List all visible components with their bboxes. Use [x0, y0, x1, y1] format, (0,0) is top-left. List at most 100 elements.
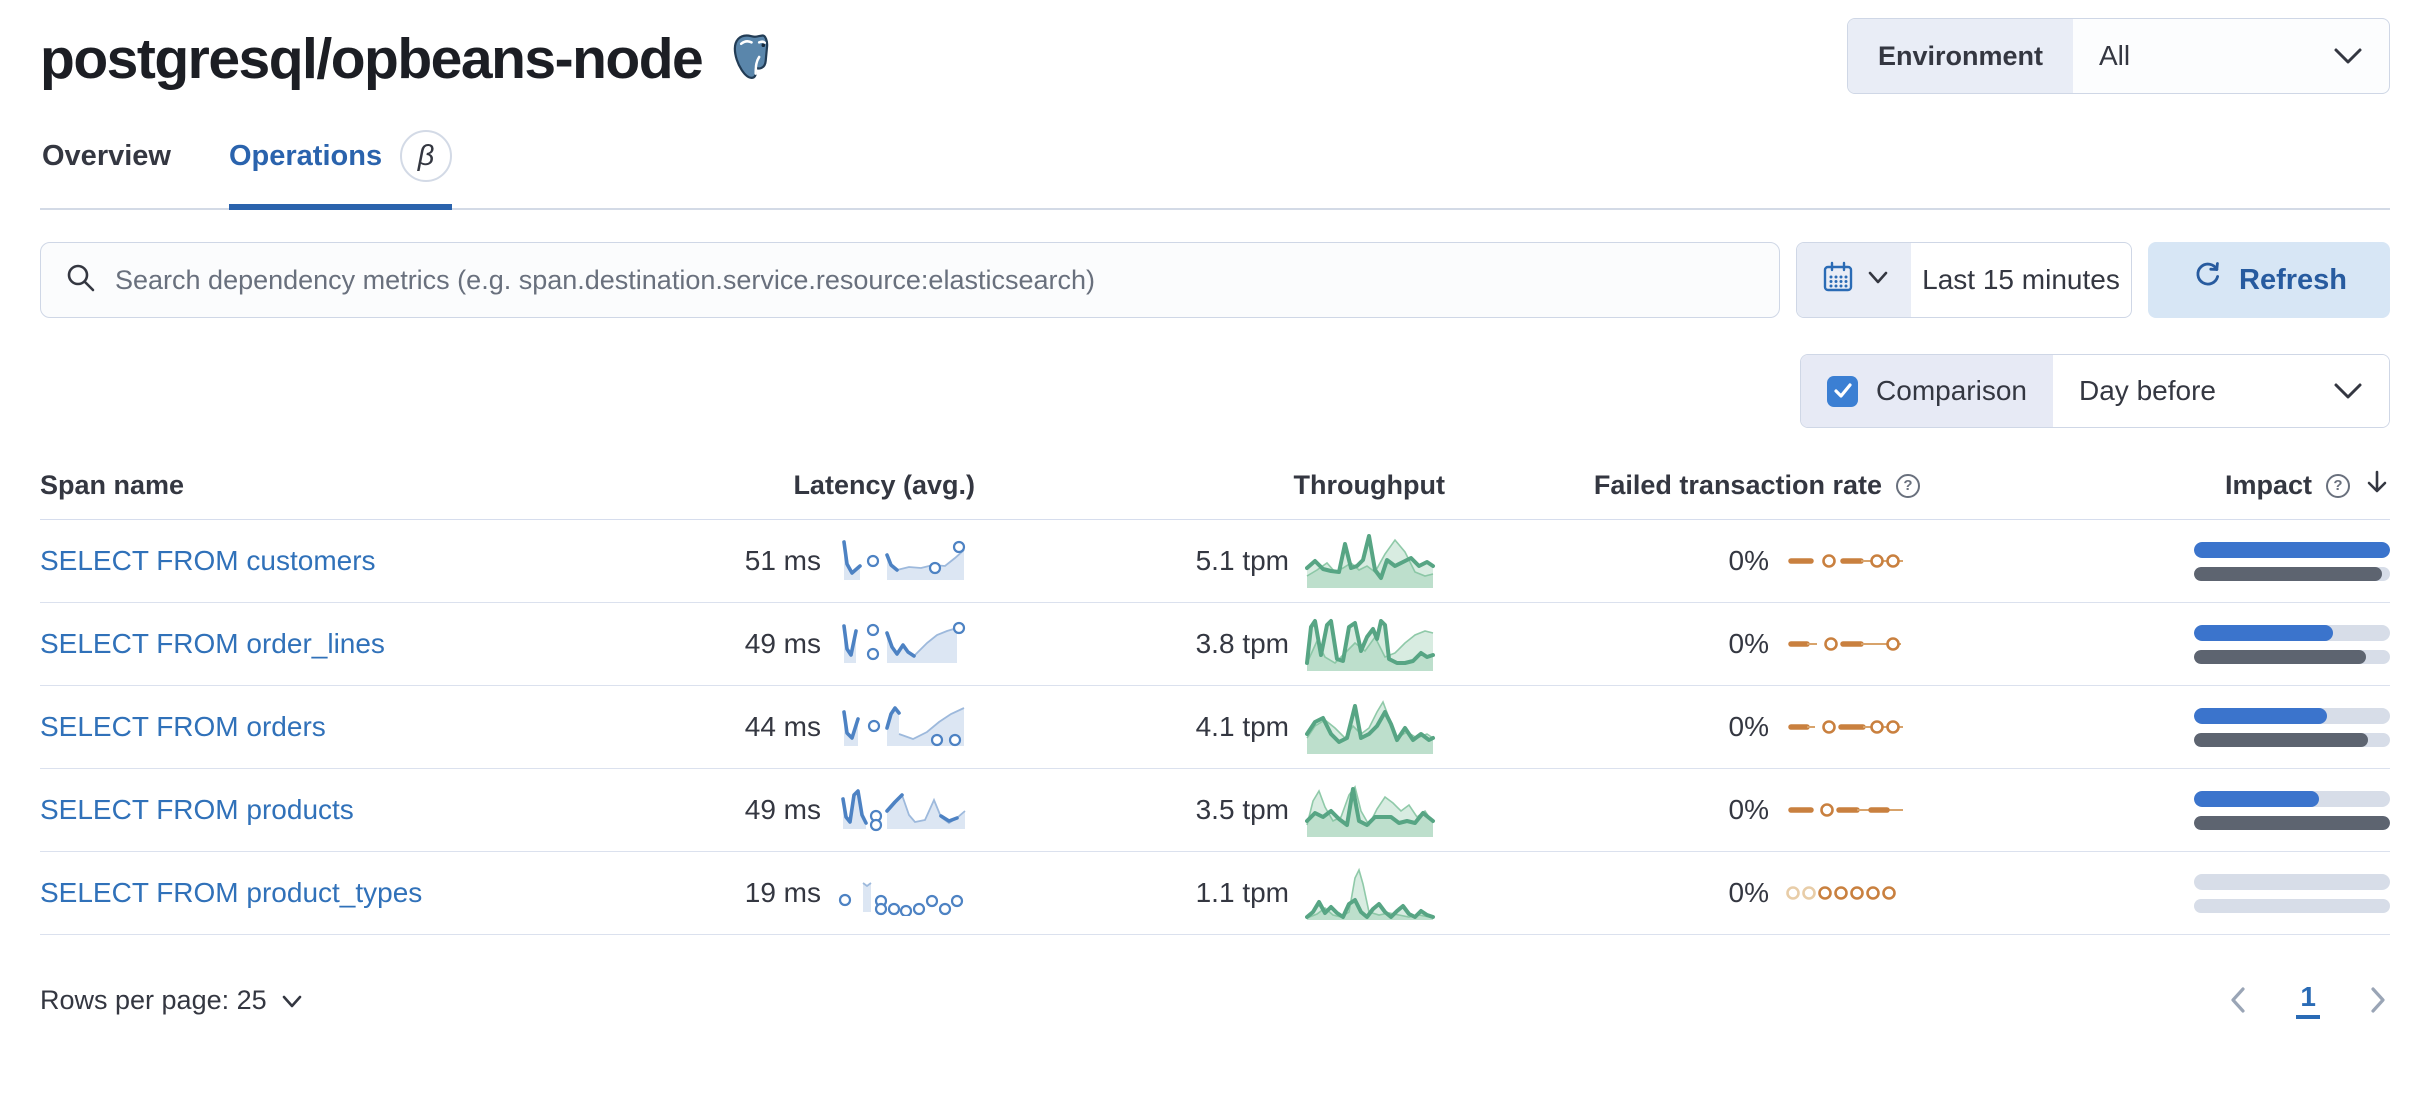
- throughput-cell: 3.5 tpm: [975, 779, 1445, 841]
- span-name-link[interactable]: SELECT FROM order_lines: [40, 628, 385, 659]
- comparison-control: Comparison Day before: [1800, 354, 2390, 428]
- column-header-impact[interactable]: Impact: [1920, 468, 2390, 503]
- impact-bar-current: [2194, 541, 2390, 558]
- latency-cell: 19 ms: [625, 870, 975, 916]
- apm-dependency-page: postgresql/opbeans-node Environment All: [0, 0, 2430, 1019]
- throughput-value: 1.1 tpm: [1195, 877, 1289, 908]
- refresh-button[interactable]: Refresh: [2148, 242, 2390, 318]
- latency-cell: 49 ms: [625, 787, 975, 833]
- impact-bar-previous-fill: [2194, 815, 2390, 830]
- impact-bar-previous: [2194, 815, 2390, 830]
- impact-bar-previous-fill: [2194, 732, 2369, 747]
- impact-bar-previous: [2194, 732, 2390, 747]
- span-name-link[interactable]: SELECT FROM customers: [40, 545, 376, 576]
- impact-bar-current: [2194, 624, 2390, 641]
- column-header-failed-rate[interactable]: Failed transaction rate: [1445, 470, 1920, 501]
- search-icon: [65, 262, 97, 299]
- impact-bar-previous: [2194, 898, 2390, 913]
- failed-rate-sparkline: [1788, 554, 1903, 568]
- throughput-value: 3.8 tpm: [1195, 628, 1289, 659]
- next-page-chevron-icon[interactable]: [2366, 985, 2390, 1015]
- latency-value: 44 ms: [744, 711, 821, 742]
- environment-value: All: [2099, 40, 2131, 71]
- comparison-select[interactable]: Day before: [2053, 355, 2389, 427]
- help-icon[interactable]: [2326, 473, 2350, 498]
- latency-value: 51 ms: [744, 545, 821, 576]
- help-icon[interactable]: [1896, 473, 1920, 498]
- failed-rate-sparkline: [1788, 803, 1903, 817]
- throughput-cell: 1.1 tpm: [975, 862, 1445, 924]
- failed-rate-cell: 0%: [1445, 877, 1920, 909]
- throughput-sparkline: [1305, 700, 1435, 754]
- latency-cell: 49 ms: [625, 621, 975, 667]
- throughput-sparkline: [1305, 534, 1435, 588]
- impact-bars: [2194, 873, 2390, 913]
- chevron-down-icon: [1868, 271, 1888, 290]
- failed-rate-sparkline: [1788, 720, 1903, 734]
- table-header: Span name Latency (avg.) Throughput Fail…: [40, 468, 2390, 520]
- failed-rate-sparkline: [1786, 886, 1896, 900]
- impact-bar-previous-fill: [2194, 649, 2367, 664]
- throughput-value: 5.1 tpm: [1195, 545, 1289, 576]
- operations-table: Span name Latency (avg.) Throughput Fail…: [40, 468, 2390, 935]
- latency-value: 19 ms: [744, 877, 821, 908]
- span-name-cell: SELECT FROM orders: [40, 711, 625, 743]
- impact-bars: [2194, 707, 2390, 747]
- latency-value: 49 ms: [744, 628, 821, 659]
- column-header-latency[interactable]: Latency (avg.): [793, 470, 975, 500]
- comparison-value: Day before: [2079, 375, 2216, 406]
- throughput-value: 4.1 tpm: [1195, 711, 1289, 742]
- impact-bar-previous-fill: [2194, 566, 2383, 581]
- latency-sparkline: [838, 882, 964, 916]
- impact-bar-previous: [2194, 649, 2390, 664]
- span-name-link[interactable]: SELECT FROM orders: [40, 711, 326, 742]
- failed-rate-value: 0%: [1728, 628, 1769, 659]
- pagination-bar: Rows per page: 25 1: [40, 981, 2390, 1019]
- table-row: SELECT FROM order_lines 49 ms 3.8 tpm 0%: [40, 603, 2390, 686]
- impact-bar-previous: [2194, 566, 2390, 581]
- environment-select[interactable]: Environment All: [1846, 18, 2390, 94]
- table-row: SELECT FROM customers 51 ms 5.1 tpm 0%: [40, 520, 2390, 603]
- search-input[interactable]: [115, 264, 1755, 296]
- impact-bar-current: [2194, 790, 2390, 807]
- page-number-button[interactable]: 1: [2296, 981, 2320, 1019]
- tab-overview[interactable]: Overview: [42, 139, 171, 172]
- failed-rate-value: 0%: [1728, 877, 1769, 908]
- tab-operations[interactable]: Operations β: [228, 130, 453, 210]
- table-body: SELECT FROM customers 51 ms 5.1 tpm 0% SELEC…: [40, 520, 2390, 935]
- span-name-link[interactable]: SELECT FROM product_types: [40, 877, 423, 908]
- environment-label: Environment: [1847, 19, 2073, 93]
- impact-cell: [1920, 873, 2390, 913]
- table-row: SELECT FROM products 49 ms 3.5 tpm 0%: [40, 769, 2390, 852]
- impact-cell: [1920, 624, 2390, 664]
- calendar-icon: [1820, 260, 1856, 301]
- page-title: postgresql/opbeans-node: [40, 27, 704, 91]
- throughput-cell: 3.8 tpm: [975, 613, 1445, 675]
- impact-cell: [1920, 790, 2390, 830]
- previous-page-chevron-icon[interactable]: [2226, 985, 2250, 1015]
- table-row: SELECT FROM orders 44 ms 4.1 tpm 0%: [40, 686, 2390, 769]
- throughput-value: 3.5 tpm: [1195, 794, 1289, 825]
- latency-sparkline: [841, 789, 966, 832]
- date-picker: Last 15 minutes: [1796, 242, 2132, 318]
- page-header: postgresql/opbeans-node Environment All: [40, 0, 2390, 94]
- failed-rate-value: 0%: [1728, 794, 1769, 825]
- rows-per-page-button[interactable]: Rows per page: 25: [40, 985, 303, 1016]
- failed-rate-value: 0%: [1728, 711, 1769, 742]
- comparison-checkbox[interactable]: [1827, 375, 1859, 407]
- impact-bar-current: [2194, 873, 2390, 890]
- span-name-link[interactable]: SELECT FROM products: [40, 794, 354, 825]
- impact-bars: [2194, 541, 2390, 581]
- column-header-span-name[interactable]: Span name: [40, 470, 185, 500]
- sort-desc-arrow-icon: [2364, 468, 2390, 503]
- time-range-button[interactable]: Last 15 minutes: [1922, 264, 2120, 295]
- latency-sparkline: [842, 621, 966, 663]
- impact-bar-current-fill: [2194, 624, 2334, 641]
- column-header-throughput[interactable]: Throughput: [1293, 470, 1445, 500]
- failed-rate-cell: 0%: [1445, 711, 1920, 743]
- date-picker-calendar-button[interactable]: [1797, 243, 1911, 317]
- throughput-cell: 4.1 tpm: [975, 696, 1445, 758]
- impact-bar-current-fill: [2194, 541, 2390, 558]
- latency-value: 49 ms: [744, 794, 821, 825]
- impact-bar-current-fill: [2194, 790, 2320, 807]
